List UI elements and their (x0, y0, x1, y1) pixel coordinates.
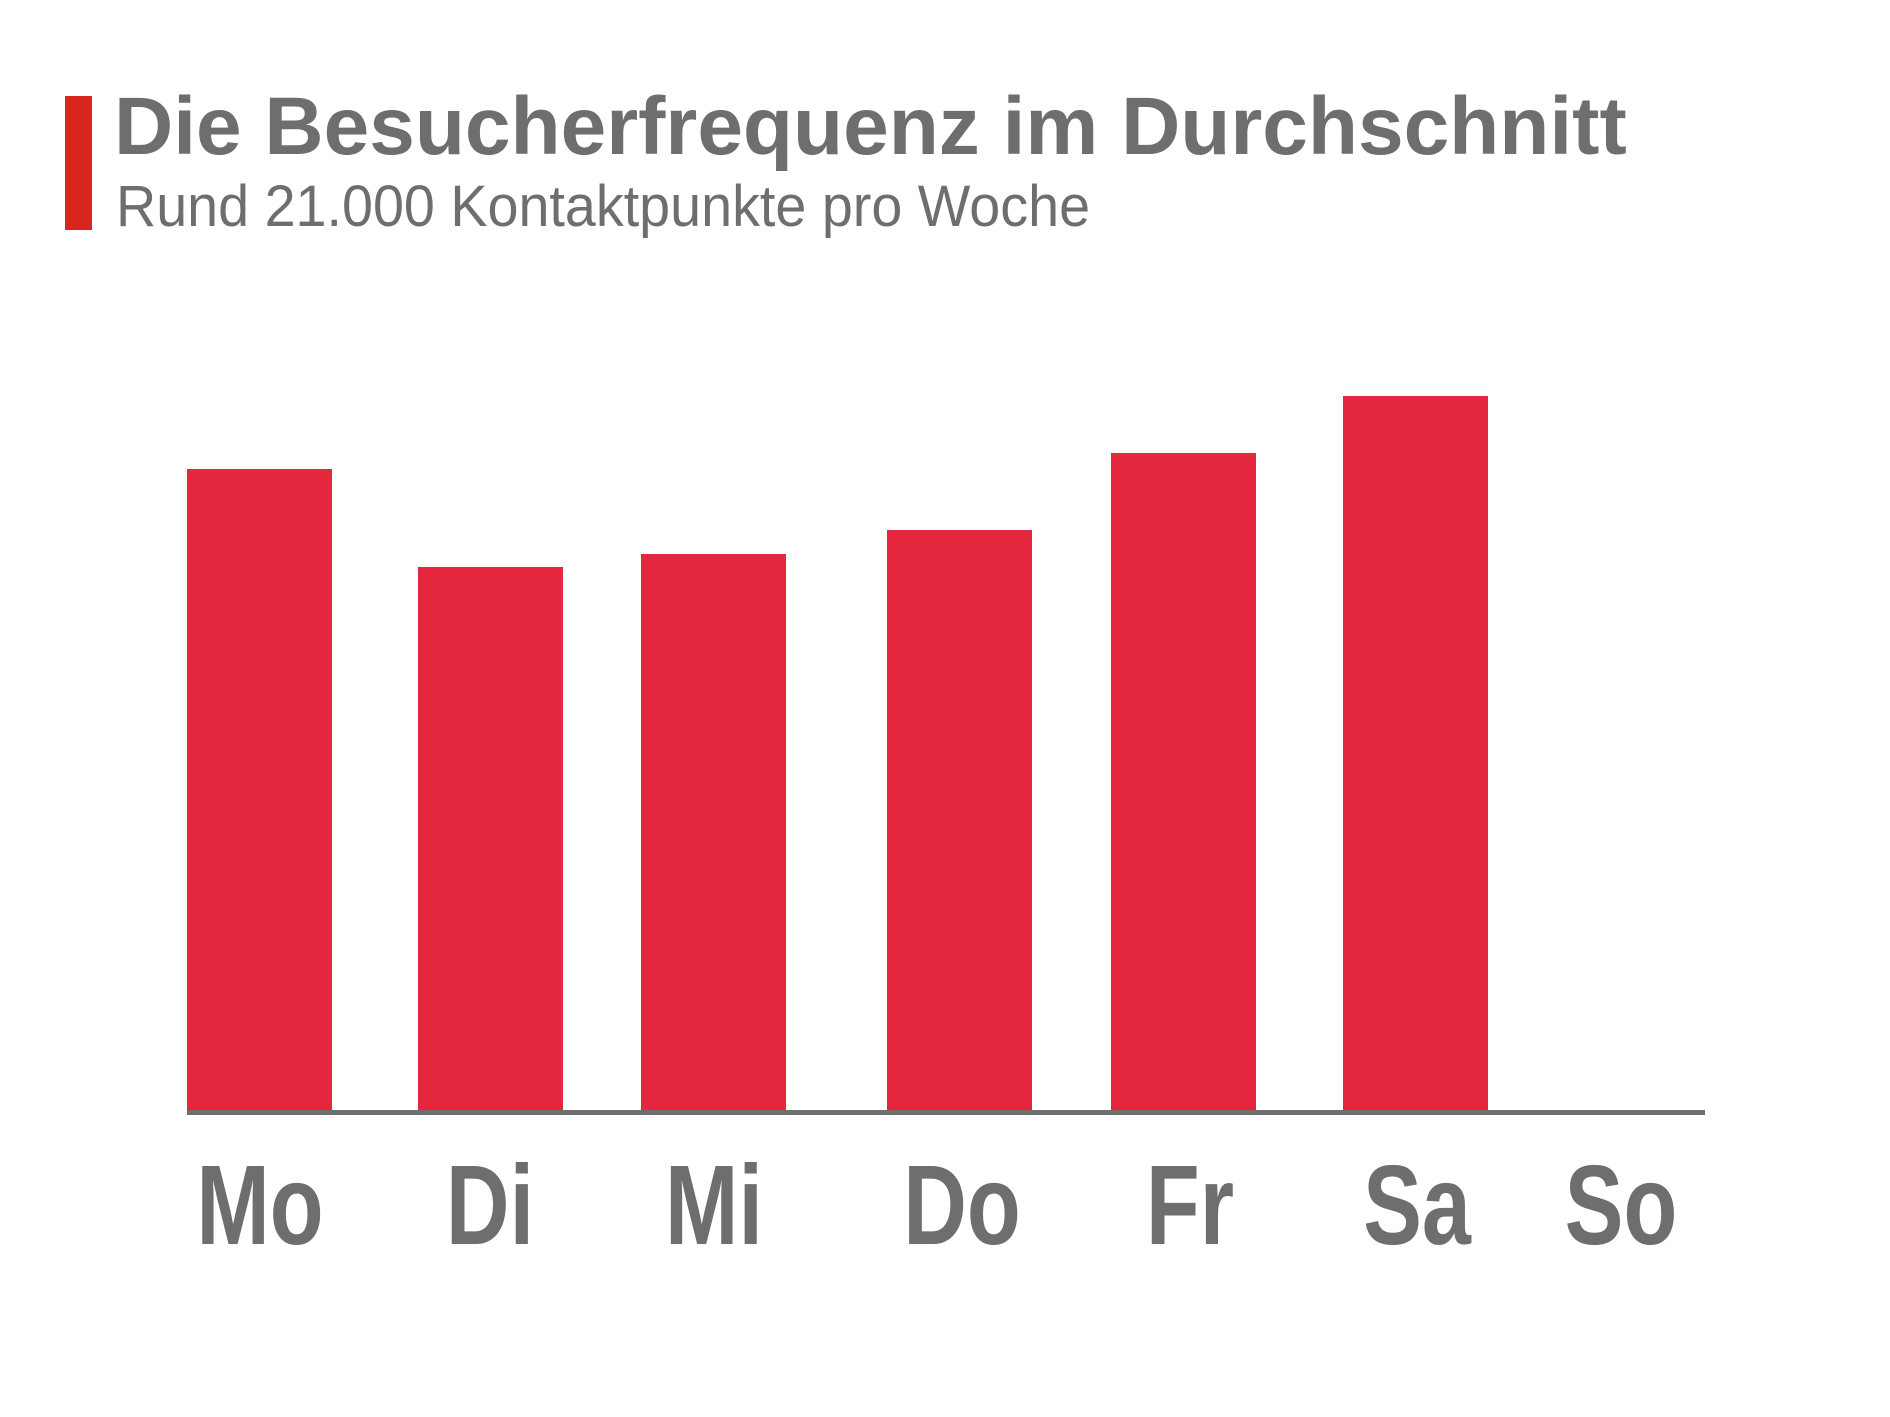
x-tick-label-fr: Fr (1145, 1142, 1235, 1268)
bar-fr (1111, 453, 1256, 1110)
x-tick-label-di: Di (445, 1142, 535, 1268)
bar-sa (1343, 396, 1488, 1110)
bar-mi (641, 554, 786, 1110)
title-accent-bar (65, 96, 92, 230)
bar-do (887, 530, 1032, 1110)
bar-mo (187, 469, 332, 1110)
chart-title: Die Besucherfrequenz im Durchschnitt (114, 81, 1627, 172)
x-tick-label-mo: Mo (196, 1142, 324, 1268)
x-tick-label-do: Do (903, 1142, 1021, 1268)
x-tick-label-mi: Mi (665, 1142, 763, 1268)
bar-di (418, 567, 563, 1110)
chart-subtitle: Rund 21.000 Kontaktpunkte pro Woche (116, 174, 1091, 239)
x-tick-label-so: So (1564, 1142, 1678, 1268)
x-tick-label-sa: Sa (1363, 1142, 1471, 1268)
x-axis-baseline (187, 1110, 1705, 1115)
